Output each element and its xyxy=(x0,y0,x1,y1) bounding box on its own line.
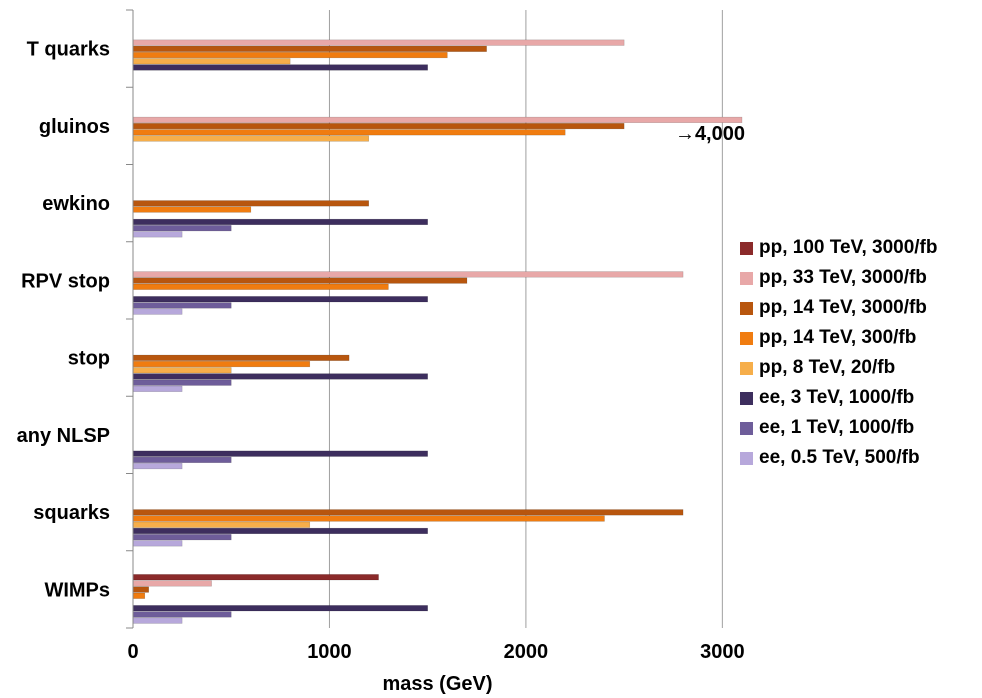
legend-swatch xyxy=(740,301,753,315)
bar-rpv-stop-s6 xyxy=(132,302,232,309)
legend-item: pp, 100 TeV, 3000/fb xyxy=(740,233,980,263)
category-label: T quarks xyxy=(27,39,110,61)
bar-stop-s6 xyxy=(132,379,232,386)
bar-rpv-stop-s3 xyxy=(132,283,389,290)
bar-t-quarks-s3 xyxy=(132,52,448,59)
x-tick-labels: 0 1000 2000 3000 xyxy=(127,641,744,663)
legend-swatch xyxy=(740,421,753,435)
bar-stop-s7 xyxy=(132,385,183,392)
bar-squarks-s5 xyxy=(132,527,428,535)
bars xyxy=(132,39,743,624)
axes xyxy=(126,9,134,629)
bar-wimps-s0 xyxy=(132,574,379,581)
category-label: RPV stop xyxy=(21,270,110,292)
legend-label: ee, 1 TeV, 1000/fb xyxy=(759,417,915,438)
legend-label: pp, 100 TeV, 3000/fb xyxy=(759,237,938,258)
bar-squarks-s2 xyxy=(132,509,684,516)
legend-swatch xyxy=(740,241,753,255)
bar-wimps-s2 xyxy=(132,586,149,593)
category-label: stop xyxy=(68,348,110,370)
x-tick-label: 0 xyxy=(127,641,138,663)
legend-item: pp, 8 TeV, 20/fb xyxy=(740,353,980,383)
bar-wimps-s5 xyxy=(132,605,428,612)
category-label: WIMPs xyxy=(44,579,110,601)
bar-t-quarks-s4 xyxy=(132,58,291,65)
bar-rpv-stop-s5 xyxy=(132,296,428,303)
bar-gluinos-s3 xyxy=(132,129,566,136)
bar-squarks-s4 xyxy=(132,521,311,528)
legend-label: ee, 3 TeV, 1000/fb xyxy=(759,387,915,408)
bar-t-quarks-s2 xyxy=(132,45,487,52)
bar-wimps-s1 xyxy=(132,580,212,587)
bar-ewkino-s7 xyxy=(132,231,183,238)
bar-stop-s5 xyxy=(132,373,428,380)
bar-stop-s3 xyxy=(132,361,311,368)
legend-label: pp, 33 TeV, 3000/fb xyxy=(759,267,927,288)
bar-wimps-s7 xyxy=(132,617,183,624)
legend-label: pp, 14 TeV, 300/fb xyxy=(759,327,917,348)
legend-swatch xyxy=(740,451,753,465)
legend-item: pp, 14 TeV, 300/fb xyxy=(740,323,980,353)
legend-item: pp, 14 TeV, 3000/fb xyxy=(740,293,980,323)
x-axis-title: mass (GeV) xyxy=(382,673,492,695)
category-labels: T quarks gluinos ewkino RPV stop stop any NLS… xyxy=(17,39,110,602)
bar-ewkino-s5 xyxy=(132,218,428,225)
legend-item: ee, 3 TeV, 1000/fb xyxy=(740,383,980,413)
bar-any-nlsp-s6 xyxy=(132,456,232,463)
bar-gluinos-s2 xyxy=(132,123,625,130)
legend-swatch xyxy=(740,271,753,285)
bar-ewkino-s3 xyxy=(132,206,252,213)
legend-item: pp, 33 TeV, 3000/fb xyxy=(740,263,980,293)
bar-squarks-s3 xyxy=(132,515,605,522)
bar-stop-s4 xyxy=(132,367,232,374)
bar-wimps-s3 xyxy=(132,592,146,599)
bar-any-nlsp-s7 xyxy=(132,463,183,470)
bar-squarks-s6 xyxy=(132,534,232,541)
legend-swatch xyxy=(740,361,753,375)
legend-label: ee, 0.5 TeV, 500/fb xyxy=(759,447,920,468)
bar-t-quarks-s1 xyxy=(132,39,625,46)
legend: pp, 100 TeV, 3000/fb pp, 33 TeV, 3000/fb p… xyxy=(740,233,980,473)
x-tick-label: 2000 xyxy=(504,641,549,663)
bar-t-quarks-s5 xyxy=(132,64,428,71)
legend-swatch xyxy=(740,331,753,345)
bar-rpv-stop-s7 xyxy=(132,308,183,315)
grid-lines xyxy=(328,10,723,628)
x-tick-label: 3000 xyxy=(700,641,745,663)
bar-squarks-s7 xyxy=(132,540,183,547)
bar-stop-s2 xyxy=(132,354,350,361)
legend-swatch xyxy=(740,391,753,405)
legend-label: pp, 14 TeV, 3000/fb xyxy=(759,297,927,318)
legend-item: ee, 1 TeV, 1000/fb xyxy=(740,413,980,443)
annotation: →4,000 xyxy=(675,123,745,145)
category-label: gluinos xyxy=(39,116,110,138)
bar-gluinos-s4 xyxy=(132,135,369,142)
category-label: ewkino xyxy=(42,193,110,215)
bar-ewkino-s2 xyxy=(132,200,369,207)
bar-any-nlsp-s5 xyxy=(132,450,428,457)
category-label: squarks xyxy=(33,502,110,524)
bar-gluinos-s1 xyxy=(132,116,743,123)
x-tick-label: 1000 xyxy=(307,641,352,663)
category-label: any NLSP xyxy=(17,425,110,447)
bar-rpv-stop-s2 xyxy=(132,277,468,284)
bar-ewkino-s6 xyxy=(132,225,232,232)
legend-label: pp, 8 TeV, 20/fb xyxy=(759,357,896,378)
bar-wimps-s6 xyxy=(132,611,232,618)
bar-rpv-stop-s1 xyxy=(132,271,684,278)
legend-item: ee, 0.5 TeV, 500/fb xyxy=(740,443,980,473)
